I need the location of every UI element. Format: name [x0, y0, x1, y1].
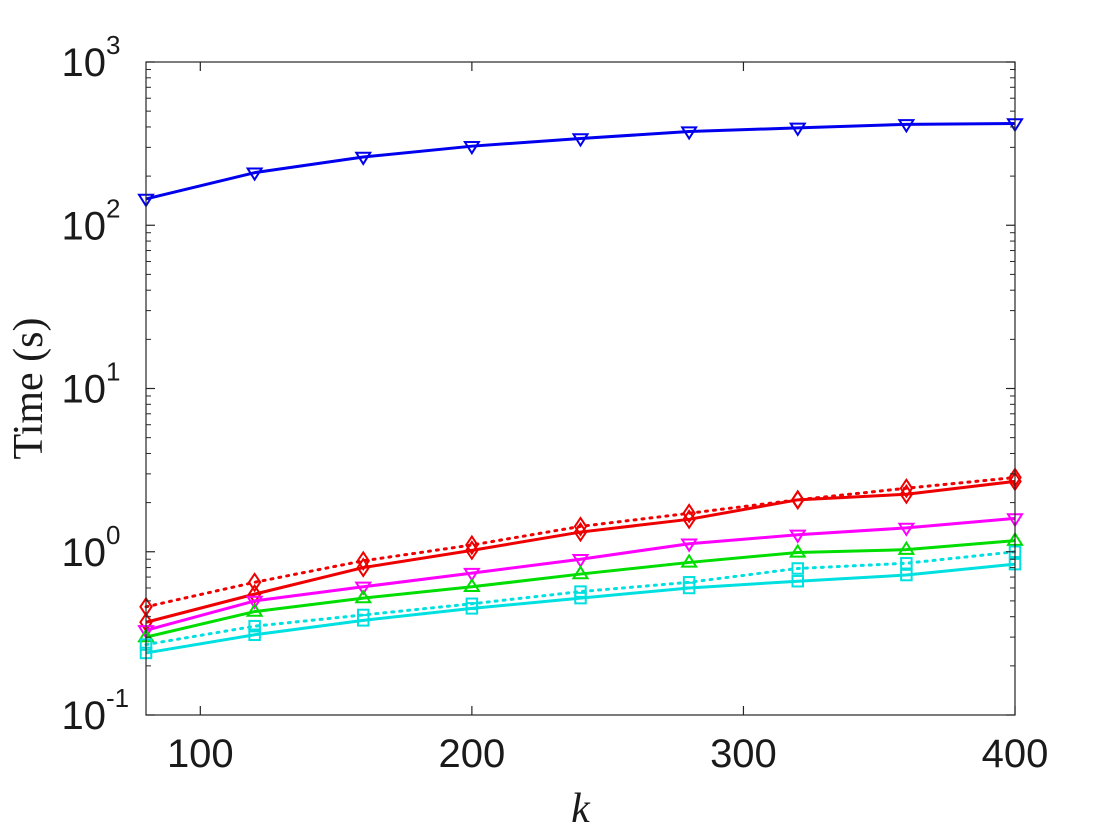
marker-triangle-up	[571, 565, 590, 580]
y-tick-label: 10	[62, 41, 107, 85]
marker-diamond	[899, 478, 914, 499]
marker-diamond	[465, 534, 479, 556]
x-tick-label: 400	[982, 732, 1049, 776]
marker-diamond	[682, 509, 696, 530]
y-axis-label: Time (s)	[6, 318, 52, 460]
y-tick-exponent: -1	[106, 683, 129, 713]
marker-triangle-down	[788, 122, 807, 137]
x-tick-label: 100	[167, 732, 234, 776]
marker-triangle-down	[680, 538, 698, 553]
marker-square	[248, 619, 261, 633]
x-tick-label: 300	[710, 732, 777, 776]
marker-square	[900, 568, 913, 582]
marker-square	[900, 557, 913, 570]
marker-square	[682, 581, 696, 595]
marker-square	[791, 562, 804, 575]
marker-square	[791, 574, 804, 588]
marker-diamond	[356, 550, 371, 572]
marker-square	[574, 591, 587, 605]
x-axis-label: k	[571, 786, 591, 832]
marker-square	[465, 602, 479, 615]
y-tick-exponent: 1	[106, 357, 120, 387]
marker-diamond	[465, 540, 479, 561]
series-line	[144, 475, 1017, 609]
marker-triangle-down	[680, 126, 698, 141]
marker-diamond	[682, 503, 696, 524]
marker-triangle-down	[354, 581, 373, 596]
y-tick-exponent: 0	[106, 520, 120, 550]
series-line	[145, 539, 1016, 639]
y-tick-label: 10	[62, 204, 107, 248]
marker-diamond	[899, 484, 914, 505]
series-4	[137, 531, 1024, 643]
series-line	[145, 562, 1016, 655]
series-layer	[137, 118, 1024, 660]
marker-triangle-down	[354, 151, 373, 166]
marker-triangle-up	[788, 543, 807, 558]
marker-diamond	[247, 583, 262, 605]
y-tick-exponent: 3	[106, 30, 120, 60]
marker-square	[357, 614, 370, 627]
marker-diamond	[573, 516, 588, 537]
marker-triangle-down	[245, 595, 264, 610]
marker-triangle-down	[463, 567, 481, 582]
series-line	[144, 550, 1017, 647]
x-tick-label: 200	[439, 732, 506, 776]
series-0	[137, 118, 1024, 208]
y-tick-label: 10	[62, 368, 107, 412]
marker-triangle-up	[354, 589, 373, 604]
marker-triangle-down	[571, 133, 590, 148]
marker-triangle-down	[788, 529, 807, 544]
y-tick-exponent: 2	[106, 193, 120, 223]
marker-triangle-up	[680, 553, 698, 568]
marker-triangle-up	[463, 577, 481, 592]
marker-diamond	[247, 572, 262, 593]
marker-square	[248, 628, 261, 642]
y-tick-label: 10	[62, 531, 107, 575]
series-line	[145, 479, 1016, 624]
series-line	[145, 516, 1016, 632]
marker-diamond	[790, 489, 805, 511]
marker-triangle-down	[571, 554, 590, 569]
marker-triangle-down	[897, 119, 916, 134]
marker-triangle-down	[245, 167, 264, 182]
series-line	[145, 122, 1016, 201]
marker-diamond	[573, 521, 588, 543]
marker-triangle-up	[897, 540, 916, 555]
y-tick-label: 10	[62, 694, 107, 738]
marker-triangle-down	[463, 140, 481, 156]
marker-triangle-up	[245, 602, 264, 617]
marker-triangle-down	[897, 522, 916, 537]
marker-diamond	[356, 557, 371, 578]
series-5	[139, 545, 1022, 651]
